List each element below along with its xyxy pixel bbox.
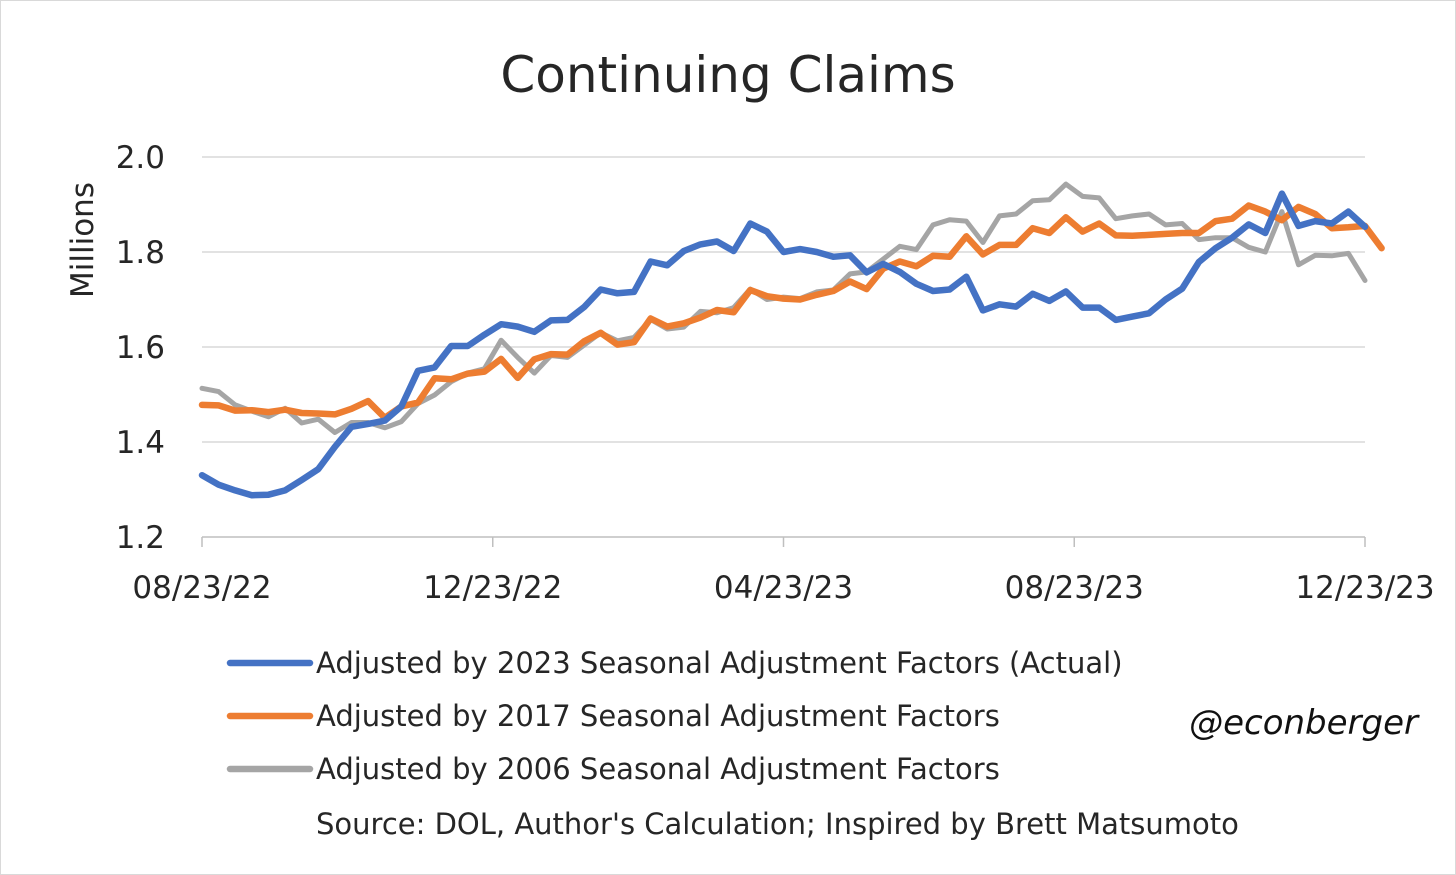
legend-item-2017-factors: Adjusted by 2017 Seasonal Adjustment Fac…: [226, 699, 1000, 733]
x-tick-label: 04/23/23: [714, 570, 853, 606]
x-tick-label: 12/23/23: [1295, 570, 1434, 606]
series-line-2023-factors: [198, 190, 1369, 499]
legend-label: Adjusted by 2023 Seasonal Adjustment Fac…: [316, 646, 1123, 680]
x-tick-label: 08/23/23: [1005, 570, 1144, 606]
y-tick-label: 1.2: [116, 520, 165, 556]
y-tick-label: 1.8: [116, 235, 165, 271]
legend-label: Adjusted by 2006 Seasonal Adjustment Fac…: [316, 752, 1000, 786]
legend-item-2023-factors: Adjusted by 2023 Seasonal Adjustment Fac…: [226, 646, 1123, 680]
series-line-2006-factors: [199, 181, 1368, 435]
chart-title: Continuing Claims: [500, 46, 955, 104]
legend: Adjusted by 2023 Seasonal Adjustment Fac…: [226, 646, 1123, 786]
series-lines: [198, 181, 1385, 499]
source-note: Source: DOL, Author's Calculation; Inspi…: [316, 807, 1239, 841]
y-tick-label: 2.0: [116, 140, 165, 176]
y-tick-label: 1.4: [116, 425, 165, 461]
y-axis-label: Millions: [65, 182, 101, 298]
y-tick-label: 1.6: [116, 330, 165, 366]
author-handle: @econberger: [1189, 703, 1420, 743]
x-tick-label: 12/23/22: [423, 570, 562, 606]
y-axis-ticks: 1.2 1.4 1.6 1.8 2.0: [116, 140, 165, 556]
x-tick-label: 08/23/22: [132, 570, 271, 606]
x-axis: 08/23/22 12/23/22 04/23/23 08/23/23 12/23/23: [132, 536, 1435, 606]
legend-label: Adjusted by 2017 Seasonal Adjustment Fac…: [316, 699, 1000, 733]
legend-item-2006-factors: Adjusted by 2006 Seasonal Adjustment Fac…: [226, 752, 1000, 786]
